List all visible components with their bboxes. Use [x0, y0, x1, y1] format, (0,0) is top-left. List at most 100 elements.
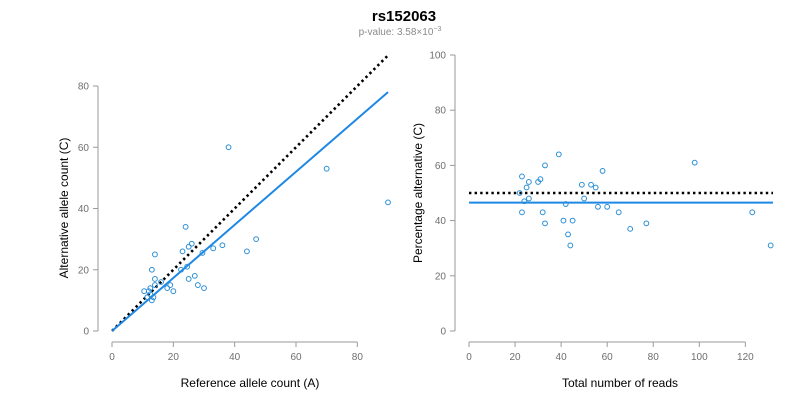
- left-y-tick-label: 20: [78, 265, 90, 276]
- right-x-tick-label: 120: [737, 352, 754, 363]
- left-x-axis-label: Reference allele count (A): [181, 376, 320, 390]
- left-data-point: [179, 248, 186, 255]
- left-data-point: [145, 288, 152, 295]
- left-data-point: [225, 144, 232, 151]
- left-data-point: [147, 285, 154, 292]
- left-data-point: [150, 294, 157, 301]
- right-x-tick-label: 60: [602, 352, 614, 363]
- left-data-point: [219, 242, 226, 249]
- left-data-point: [201, 285, 207, 292]
- left-x-tick-label: 0: [109, 352, 115, 363]
- right-data-point: [767, 242, 774, 249]
- right-x-tick-label: 100: [691, 352, 708, 363]
- right-y-tick-label: 40: [435, 216, 447, 227]
- right-data-point: [539, 209, 546, 216]
- left-data-point: [210, 245, 217, 252]
- left-data-point: [199, 250, 206, 256]
- right-y-tick-label: 0: [440, 327, 446, 338]
- right-data-point: [627, 225, 634, 232]
- right-y-tick-label: 60: [435, 161, 447, 172]
- left-data-point: [152, 251, 158, 258]
- chart-subtitle: p-value: 3.58×10−3: [359, 26, 442, 38]
- right-data-point: [560, 217, 567, 224]
- right-data-point: [555, 151, 562, 158]
- right-data-point: [592, 184, 599, 191]
- right-y-axis-label: Percentage alternative (C): [411, 123, 425, 263]
- right-data-point: [542, 220, 548, 227]
- left-data-point: [191, 272, 198, 279]
- left-data-point: [244, 248, 250, 255]
- right-data-point: [749, 209, 756, 216]
- left-data-point: [144, 294, 151, 301]
- right-data-point: [525, 195, 532, 202]
- left-y-tick-label: 40: [78, 204, 90, 215]
- left-y-tick-label: 0: [83, 327, 89, 338]
- left-data-point: [184, 263, 191, 270]
- left-data-point: [182, 223, 189, 230]
- right-x-axis-label: Total number of reads: [562, 376, 678, 390]
- left-panel: 0 20 40 60 80 0 20 40 60 80 Reference allele count…: [57, 54, 391, 390]
- right-data-point: [595, 203, 601, 210]
- right-y-tick-label: 20: [435, 271, 447, 282]
- left-data-point: [164, 285, 171, 292]
- chart-title: rs152063: [372, 8, 436, 25]
- left-x-tick-label: 60: [290, 352, 302, 363]
- right-data-point: [581, 195, 588, 202]
- p-value-text: p-value: 3.58×10: [359, 27, 434, 38]
- right-data-point: [542, 162, 548, 169]
- right-x-tick-label: 80: [648, 352, 660, 363]
- left-y-tick-label: 80: [78, 82, 90, 93]
- right-data-point: [643, 220, 650, 227]
- left-data-point: [152, 282, 158, 288]
- left-data-point: [170, 288, 177, 295]
- right-x-tick-label: 40: [556, 352, 568, 363]
- left-data-point: [158, 279, 164, 285]
- left-data-point: [147, 291, 154, 298]
- left-data-point: [152, 276, 158, 282]
- right-y-tick-label: 100: [429, 51, 446, 62]
- left-x-tick-label: 20: [168, 352, 180, 363]
- right-data-point: [519, 209, 525, 216]
- left-reference-line: [111, 54, 389, 332]
- left-data-point: [188, 240, 195, 247]
- right-data-point: [523, 184, 530, 191]
- right-data-point: [599, 168, 606, 174]
- left-data-point: [148, 297, 155, 304]
- left-y-tick-label: 60: [78, 143, 90, 154]
- left-data-point: [148, 266, 155, 273]
- left-y-axis-label: Alternative allele count (C): [57, 138, 71, 279]
- right-x-tick-label: 20: [509, 352, 521, 363]
- right-y-tick-label: 80: [435, 106, 447, 117]
- right-data-point: [691, 159, 698, 166]
- left-data-point: [253, 236, 260, 243]
- right-data-point: [519, 173, 525, 180]
- right-data-point: [569, 217, 576, 224]
- left-data-point: [141, 288, 148, 295]
- right-data-point: [565, 231, 571, 238]
- left-x-tick-label: 40: [229, 352, 241, 363]
- right-data-point: [525, 179, 532, 185]
- left-data-point: [178, 266, 184, 273]
- right-data-point: [562, 201, 569, 207]
- left-data-point: [194, 282, 201, 288]
- right-x-tick-label: 0: [466, 352, 472, 363]
- left-data-point: [185, 243, 192, 250]
- p-value-exponent: −3: [433, 26, 441, 33]
- right-data-point: [615, 209, 622, 216]
- right-panel: 0 20 40 60 80 100 0 20 40 60 80 100 120 Total number …: [411, 51, 774, 390]
- left-data-point: [385, 199, 391, 206]
- right-data-point: [578, 181, 585, 188]
- right-data-point: [604, 203, 611, 210]
- left-data-point: [185, 276, 192, 282]
- right-data-point: [537, 176, 544, 183]
- left-data-point: [323, 165, 330, 172]
- right-data-point: [567, 242, 574, 249]
- right-data-point: [521, 198, 528, 205]
- right-data-point: [516, 190, 523, 196]
- left-x-tick-label: 80: [352, 352, 364, 363]
- left-fit-line: [111, 91, 389, 332]
- left-data-point: [167, 282, 174, 288]
- right-data-point: [588, 181, 594, 188]
